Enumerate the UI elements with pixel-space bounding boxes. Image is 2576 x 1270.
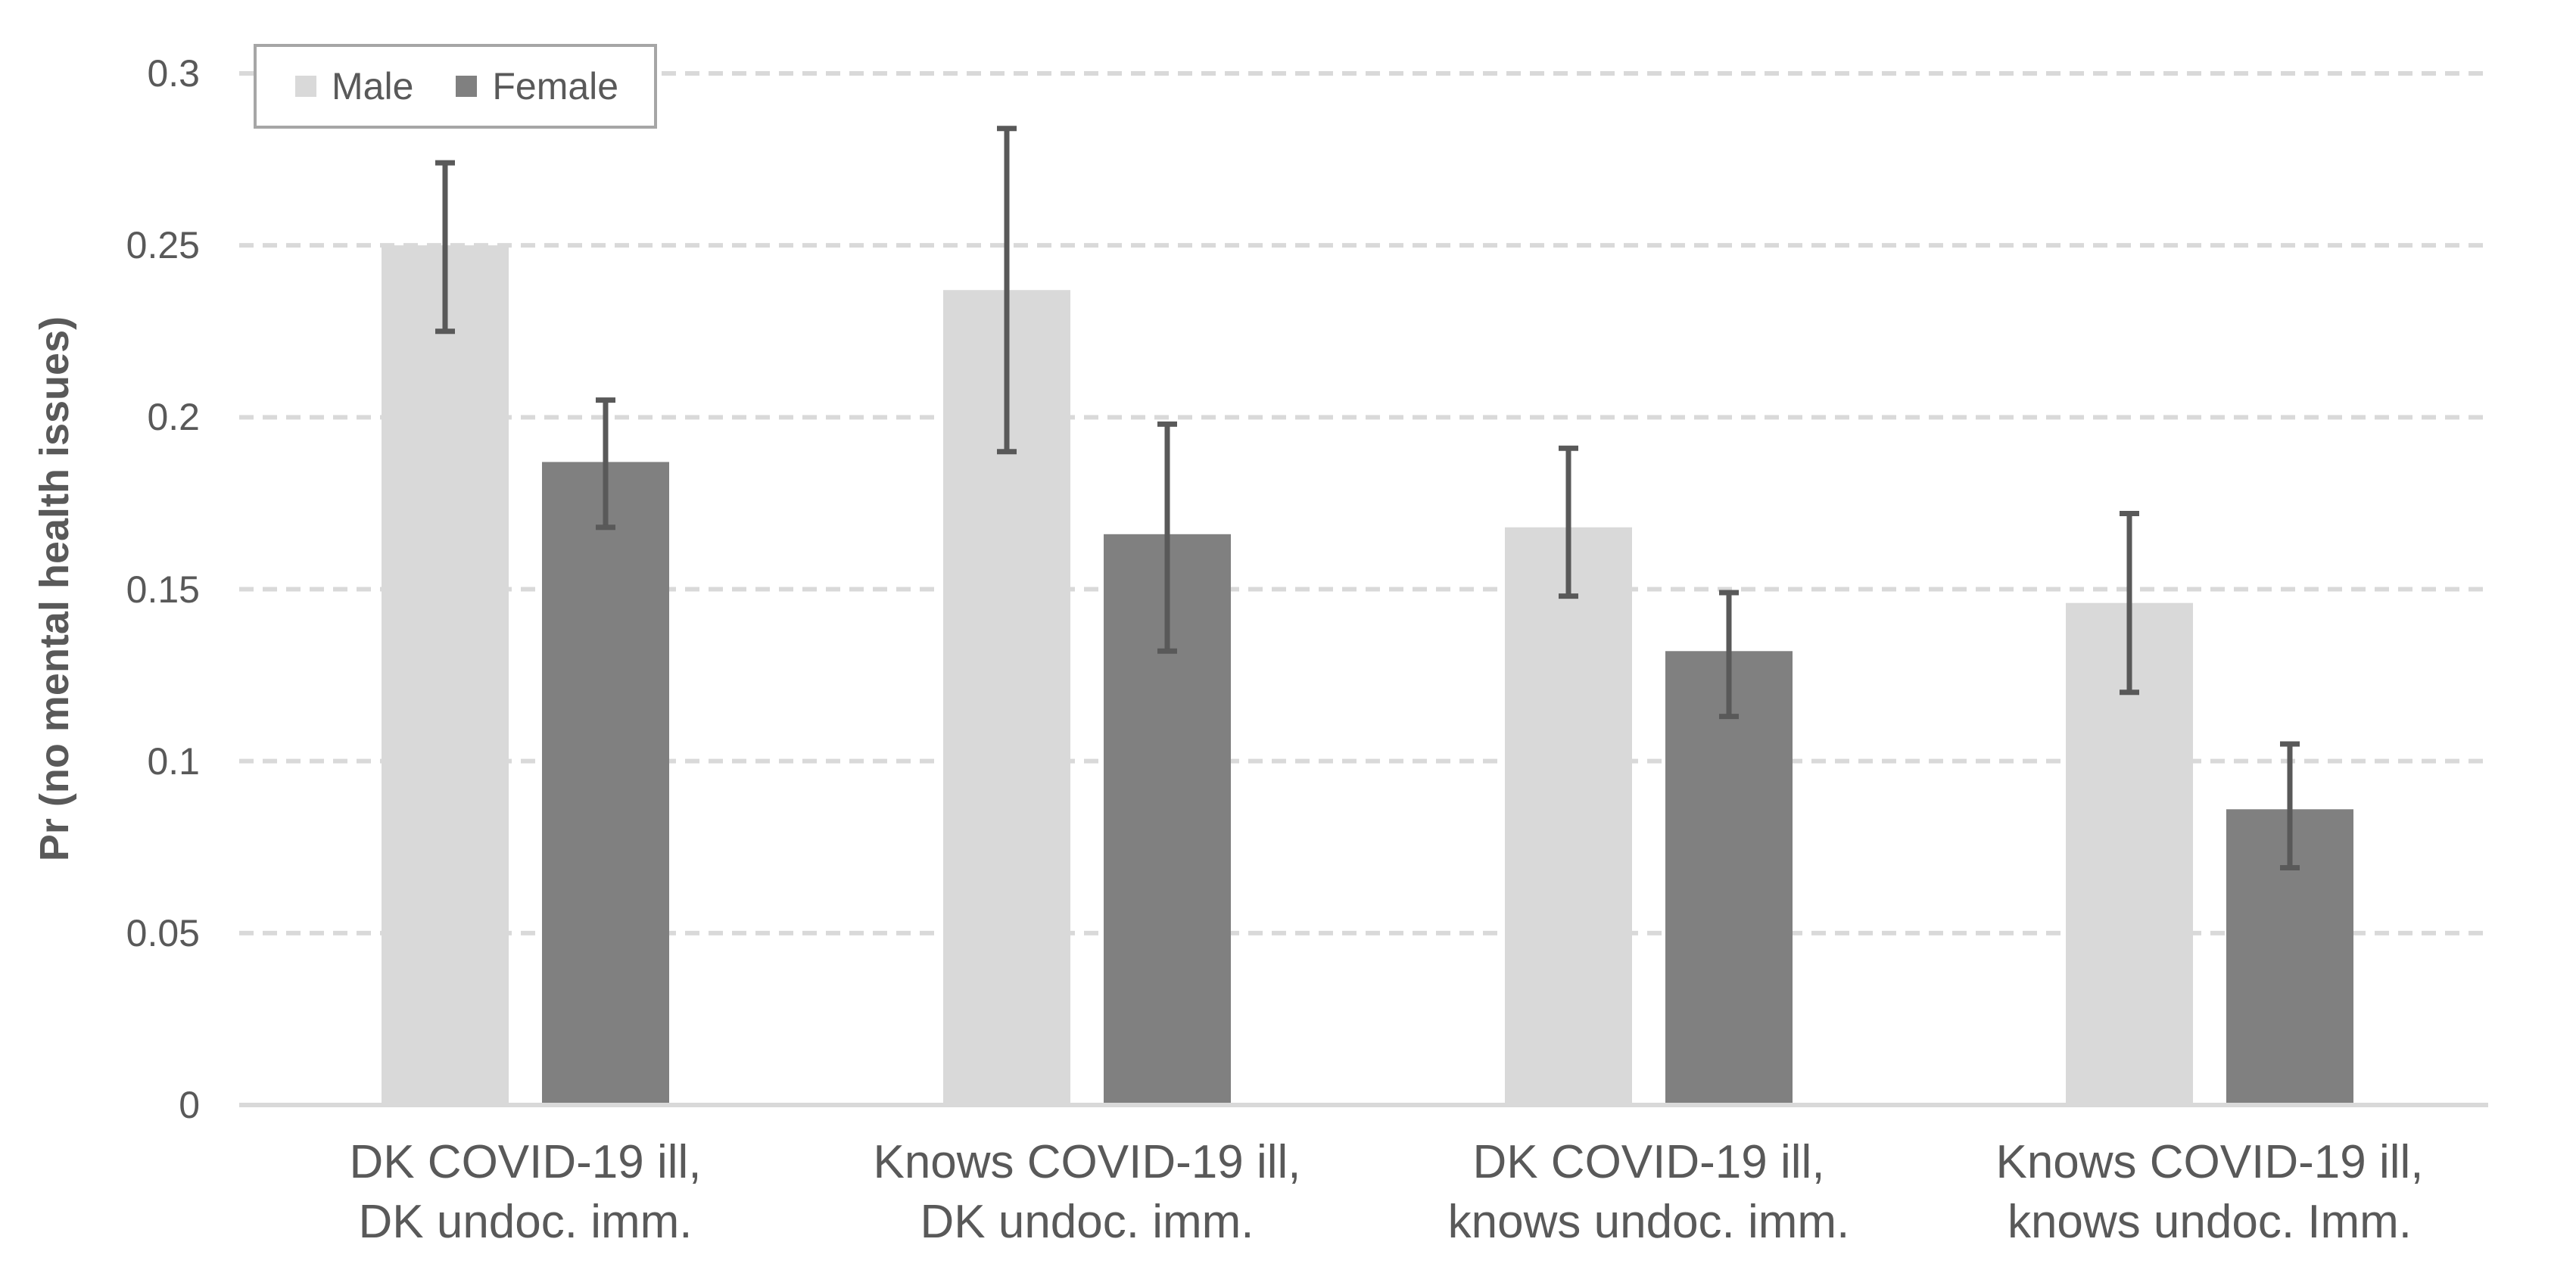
- y-tick-label-0: 0: [179, 1084, 200, 1126]
- category-label-group2: Knows COVID-19 ill, DK undoc. imm.: [873, 1136, 1301, 1248]
- y-tick-label-0.15: 0.15: [126, 568, 200, 611]
- legend: Male Female: [254, 44, 657, 129]
- bar-male-group3: [1505, 527, 1632, 1105]
- legend-swatch-female: [456, 76, 478, 97]
- legend-swatch-male: [295, 76, 316, 97]
- bar-male-group1: [382, 245, 509, 1106]
- y-tick-label-0.1: 0.1: [147, 739, 200, 783]
- category-label-group3: DK COVID-19 ill, knows undoc. imm.: [1447, 1136, 1850, 1248]
- legend-label-male: Male: [332, 65, 414, 107]
- legend-item-male: Male: [295, 64, 413, 108]
- y-tick-label-0.2: 0.2: [147, 396, 200, 439]
- y-tick-label-0.05: 0.05: [126, 911, 200, 954]
- y-tick-label-0.3: 0.3: [147, 52, 200, 95]
- bar-female-group3: [1665, 651, 1793, 1105]
- category-label-group1: DK COVID-19 ill, DK undoc. imm.: [349, 1136, 702, 1248]
- legend-label-female: Female: [492, 65, 619, 107]
- legend-item-female: Female: [456, 64, 618, 108]
- bar-female-group1: [542, 462, 669, 1105]
- category-label-group4: Knows COVID-19 ill, knows undoc. Imm.: [1995, 1136, 2424, 1248]
- y-tick-label-0.25: 0.25: [126, 224, 200, 267]
